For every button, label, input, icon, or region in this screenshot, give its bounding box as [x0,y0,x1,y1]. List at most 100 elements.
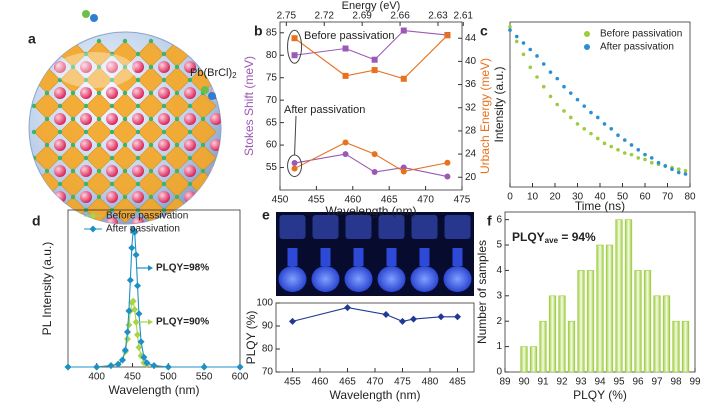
bar [586,270,595,373]
x-tick-label: 92 [556,377,568,388]
data-point [629,152,634,157]
cation [132,191,144,203]
y-tick-label: 60 [266,140,278,151]
label-main: Pb(BrCl) [190,67,232,79]
x-tick-label: 550 [196,372,213,383]
cation [158,87,170,99]
cation [80,113,92,125]
halide [44,116,50,122]
x2-axis-label: Energy (eV) [342,0,401,12]
cation [80,87,92,99]
cation [158,61,170,73]
data-point [291,160,298,167]
vial-bulb [344,266,373,292]
data-point [656,160,661,165]
data-point [114,360,122,368]
data-point [676,170,681,175]
data-point [629,143,634,147]
cation [210,113,221,125]
halide [187,181,193,187]
halide [70,142,76,148]
data-point [382,311,390,318]
halide [200,116,206,122]
x-tick-label: 465 [381,195,398,206]
x2-tick-label: 2.72 [315,11,335,22]
halide [109,129,115,135]
halide [83,181,89,187]
halide [44,38,50,44]
data-point [622,151,627,155]
cation [158,191,170,203]
cation [184,165,196,177]
halide [31,129,37,135]
data-point [131,306,139,314]
series-line [294,141,448,173]
halide [57,77,63,83]
x-tick-label: 455 [308,195,325,206]
annotation: PLQYave = 94% [512,230,596,245]
cation [132,139,144,151]
halide [83,77,89,83]
data-point [514,39,519,44]
illustration: a Pb(BrCl)2 [28,10,237,225]
halide [135,77,141,83]
data-point [595,136,600,141]
x-tick-label: 30 [572,192,584,203]
x-tick-label: 600 [232,372,249,383]
halide [31,207,37,213]
annotation: PLQY=90% [156,317,209,328]
bar [548,295,557,373]
cation [54,217,66,224]
vial-cap [279,215,306,239]
data-point [616,133,620,138]
data-point [575,122,580,126]
data-point [342,139,349,146]
data-point [344,304,351,312]
y2-tick-label: 20 [465,172,477,183]
y-tick-label: 0 [496,367,502,378]
y-axis-label: Stokes Shift (meV) [242,56,256,156]
bar [520,346,528,373]
bar [567,320,576,373]
x-tick-label: 475 [454,195,471,206]
vial-bulb [311,266,340,292]
y-axis-label: Intensity (a.u.) [492,66,506,142]
x-tick-label: 480 [422,377,439,388]
data-point [609,126,614,131]
x-tick-label: 98 [670,377,682,388]
data-point [289,317,296,325]
data-point [135,343,143,351]
y2-tick-label: 24 [465,149,477,160]
cation [132,113,144,125]
data-point [140,353,148,361]
vial-neck [287,248,298,266]
cation [132,165,144,177]
annotation: PLQY=98% [156,263,209,274]
data-point [528,47,533,52]
data-point [150,362,158,370]
halide [135,51,141,57]
data-point [410,315,417,323]
vial-neck [320,248,331,266]
data-point [134,282,142,290]
data-point [107,362,115,370]
cation [80,191,92,203]
ligand [82,10,90,18]
halide [200,168,206,174]
cation [184,191,196,203]
x-tick-label: 90 [518,377,530,388]
halide [57,129,63,135]
x2-tick-label: 2.69 [352,11,372,22]
x-tick-label: 470 [367,377,384,388]
data-point [575,97,580,102]
data-point [371,67,378,74]
data-point [134,331,142,339]
halide [148,168,154,174]
x-tick-label: 460 [344,195,361,206]
y-tick-label: 70 [262,367,274,378]
halide [44,142,50,148]
x2-tick-label: 2.75 [277,11,297,22]
data-point [555,76,560,81]
cation [106,217,118,224]
